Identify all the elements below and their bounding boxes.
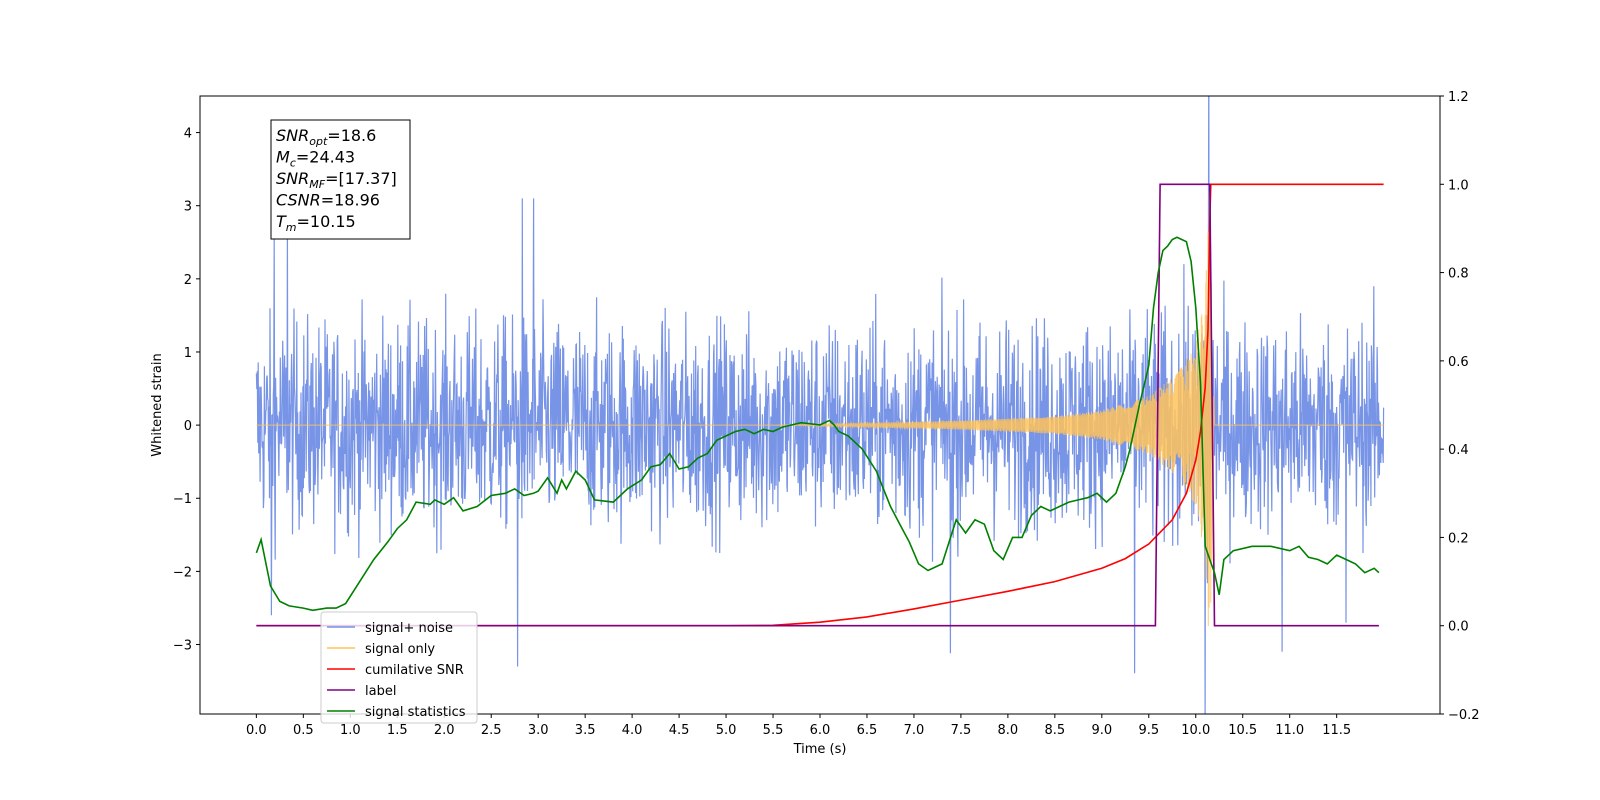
info-value: =10.15 xyxy=(297,212,356,231)
legend-label: label xyxy=(365,684,396,699)
info-value: =24.43 xyxy=(296,148,355,167)
y-right-tick-label: 0.8 xyxy=(1448,267,1469,282)
x-tick-label: 1.5 xyxy=(387,723,408,738)
y-right-tick-label: −0.2 xyxy=(1448,708,1480,723)
x-tick-label: 6.0 xyxy=(810,723,831,738)
x-tick-label: 9.0 xyxy=(1091,723,1112,738)
y-right-tick-label: 0.4 xyxy=(1448,443,1469,458)
y-left-tick-label: 4 xyxy=(184,127,192,142)
x-tick-label: 2.5 xyxy=(481,723,502,738)
y-left-tick-label: 2 xyxy=(184,273,192,288)
info-value: =[17.37] xyxy=(325,169,397,188)
info-value: =18.6 xyxy=(327,126,376,145)
x-axis-label: Time (s) xyxy=(793,742,847,757)
x-tick-label: 10.0 xyxy=(1181,723,1210,738)
info-symbol: SNR xyxy=(276,169,309,188)
info-subscript: m xyxy=(286,221,297,234)
y-left-tick-label: 0 xyxy=(184,419,192,434)
info-box-frame xyxy=(270,119,411,240)
legend-label: signal statistics xyxy=(365,705,466,720)
y-left-tick-label: −2 xyxy=(173,565,192,580)
label-line xyxy=(256,183,1379,627)
x-tick-label: 0.0 xyxy=(246,723,267,738)
series-cumulative-snr xyxy=(256,183,1384,627)
x-tick-label: 10.5 xyxy=(1228,723,1257,738)
legend-label: signal only xyxy=(365,642,435,657)
y-right-axis-ticks: −0.2 0.0 0.2 0.4 0.6 0.8 1.0 1.2 xyxy=(1440,90,1480,723)
x-tick-label: 4.5 xyxy=(669,723,690,738)
cumulative-snr-line xyxy=(256,183,1384,627)
y-left-tick-label: 1 xyxy=(184,346,192,361)
y-left-tick-label: −3 xyxy=(173,639,192,654)
signal-statistics-line xyxy=(255,236,1380,612)
legend-frame xyxy=(320,611,478,724)
x-tick-label: 9.5 xyxy=(1138,723,1159,738)
x-tick-label: 5.0 xyxy=(716,723,737,738)
info-subscript: MF xyxy=(309,178,325,191)
x-tick-label: 1.0 xyxy=(340,723,361,738)
info-box-line: Tm=10.15 xyxy=(276,212,356,234)
series-label xyxy=(256,183,1379,627)
x-tick-label: 11.0 xyxy=(1275,723,1304,738)
series-signal-only xyxy=(256,191,1384,627)
plot-area xyxy=(255,96,1385,714)
x-tick-label: 6.5 xyxy=(857,723,878,738)
y-right-tick-label: 0.2 xyxy=(1448,531,1469,546)
y-right-tick-label: 0.6 xyxy=(1448,355,1469,370)
y-left-axis-ticks: −3 −2 −1 0 1 2 3 4 xyxy=(173,127,200,654)
info-symbol: M xyxy=(276,148,290,167)
info-value: =18.96 xyxy=(321,191,380,210)
info-box-line: Mc=24.43 xyxy=(276,148,355,170)
info-box-line: SNRopt=18.6 xyxy=(276,126,376,148)
info-subscript: opt xyxy=(309,135,328,148)
legend-label: signal+ noise xyxy=(365,621,453,636)
x-tick-label: 8.5 xyxy=(1045,723,1066,738)
y-right-tick-label: 0.0 xyxy=(1448,620,1469,635)
x-tick-label: 11.5 xyxy=(1322,723,1351,738)
y-left-tick-label: −1 xyxy=(173,492,192,507)
y-axis-label: Whitened strain xyxy=(150,353,165,456)
info-symbol: SNR xyxy=(276,126,309,145)
y-right-tick-label: 1.2 xyxy=(1448,90,1469,105)
x-tick-label: 3.0 xyxy=(528,723,549,738)
info-symbol: T xyxy=(276,212,287,231)
series-signal-statistics xyxy=(255,236,1380,612)
x-tick-label: 7.5 xyxy=(951,723,972,738)
x-tick-label: 2.0 xyxy=(434,723,455,738)
info-subscript: c xyxy=(290,157,296,170)
x-tick-label: 7.0 xyxy=(904,723,925,738)
x-axis-ticks: 0.0 0.5 1.0 1.5 2.0 2.5 3.0 3.5 4.0 4.5 5.0 5.5 6.0 6… xyxy=(246,714,1351,738)
x-tick-label: 8.0 xyxy=(998,723,1019,738)
y-left-tick-label: 3 xyxy=(184,200,192,215)
legend-label: cumilative SNR xyxy=(365,663,464,678)
x-tick-label: 0.5 xyxy=(293,723,314,738)
signal-only-line xyxy=(256,191,1384,627)
x-tick-label: 4.0 xyxy=(622,723,643,738)
info-symbol: CSNR xyxy=(276,191,321,210)
x-tick-label: 5.5 xyxy=(763,723,784,738)
info-box-line: CSNR=18.96 xyxy=(276,191,380,210)
y-right-tick-label: 1.0 xyxy=(1448,178,1469,193)
info-box: SNRopt=18.6Mc=24.43SNRMF=[17.37]CSNR=18.… xyxy=(270,119,411,240)
x-tick-label: 3.5 xyxy=(575,723,596,738)
legend: signal+ noise signal only cumilative SNR la… xyxy=(320,611,478,724)
info-box-line: SNRMF=[17.37] xyxy=(276,169,397,191)
